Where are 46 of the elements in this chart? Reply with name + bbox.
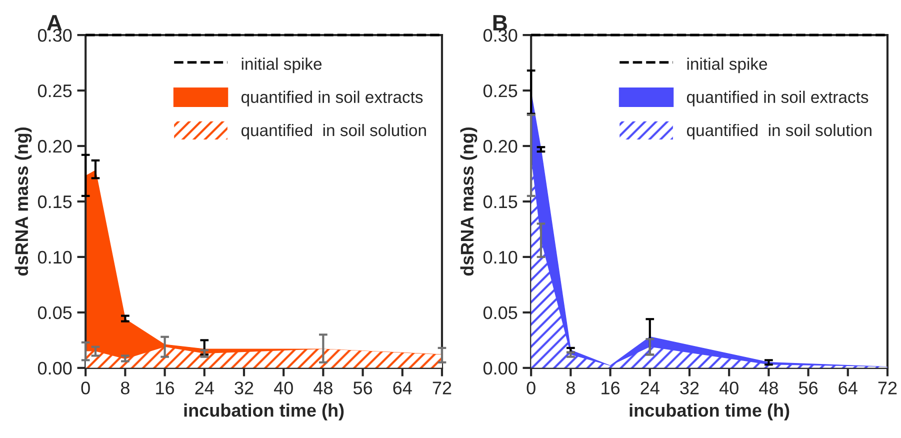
x-axis-title: incubation time (h) (184, 404, 344, 420)
y-tick-label: 0.05 (38, 306, 72, 320)
y-tick-label: 0.15 (38, 195, 72, 208)
x-tick-label: 0 (526, 382, 536, 394)
x-tick-label: 32 (680, 382, 699, 394)
y-tick-label: 0.15 (483, 195, 518, 208)
legend-label: initial spike (687, 58, 768, 74)
x-tick-label: 40 (719, 382, 738, 394)
x-tick-label: 72 (878, 382, 897, 394)
y-tick-label: 0.10 (38, 250, 72, 264)
legend-label: initial spike (242, 58, 322, 74)
y-tick-label: 0.05 (483, 306, 518, 320)
x-tick-label: 8 (566, 382, 575, 394)
x-tick-label: 64 (393, 382, 412, 394)
x-tick-label: 24 (195, 382, 214, 394)
chart-title: B (493, 15, 507, 30)
x-tick-label: 56 (798, 382, 818, 394)
y-axis-title: dsRNA mass (ng) (460, 127, 478, 276)
y-tick-label: 0.25 (483, 84, 518, 98)
y-tick-label: 0.30 (483, 28, 518, 42)
x-tick-label: 48 (759, 382, 778, 394)
x-tick-label: 32 (234, 382, 254, 394)
x-tick-label: 64 (838, 382, 858, 394)
y-axis-title: dsRNA mass (ng) (14, 127, 32, 276)
y-tick-label: 0.10 (483, 250, 518, 264)
x-tick-label: 16 (602, 382, 620, 394)
x-tick-label: 24 (640, 382, 660, 394)
y-tick-label: 0.20 (483, 140, 518, 153)
x-tick-label: 0 (81, 382, 90, 394)
x-tick-label: 8 (120, 382, 130, 394)
x-tick-label: 16 (156, 382, 174, 394)
y-tick-label: 0.30 (38, 28, 72, 42)
y-tick-label: 0.00 (483, 362, 518, 375)
chart-title: A (46, 15, 62, 30)
x-tick-label: 56 (353, 382, 372, 394)
x-tick-label: 72 (432, 382, 452, 394)
x-tick-label: 40 (274, 382, 293, 394)
legend-label: quantified in soil solution (686, 124, 872, 140)
x-tick-label: 48 (314, 382, 332, 394)
y-tick-label: 0.20 (38, 140, 72, 153)
x-axis-title: incubation time (h) (630, 404, 790, 420)
y-tick-label: 0.00 (38, 362, 72, 375)
legend-label: quantified in soil solution (241, 124, 426, 140)
y-tick-label: 0.25 (38, 84, 72, 98)
legend-label: quantified in soil extracts (686, 90, 868, 106)
legend-label: quantified in soil extracts (241, 90, 423, 106)
